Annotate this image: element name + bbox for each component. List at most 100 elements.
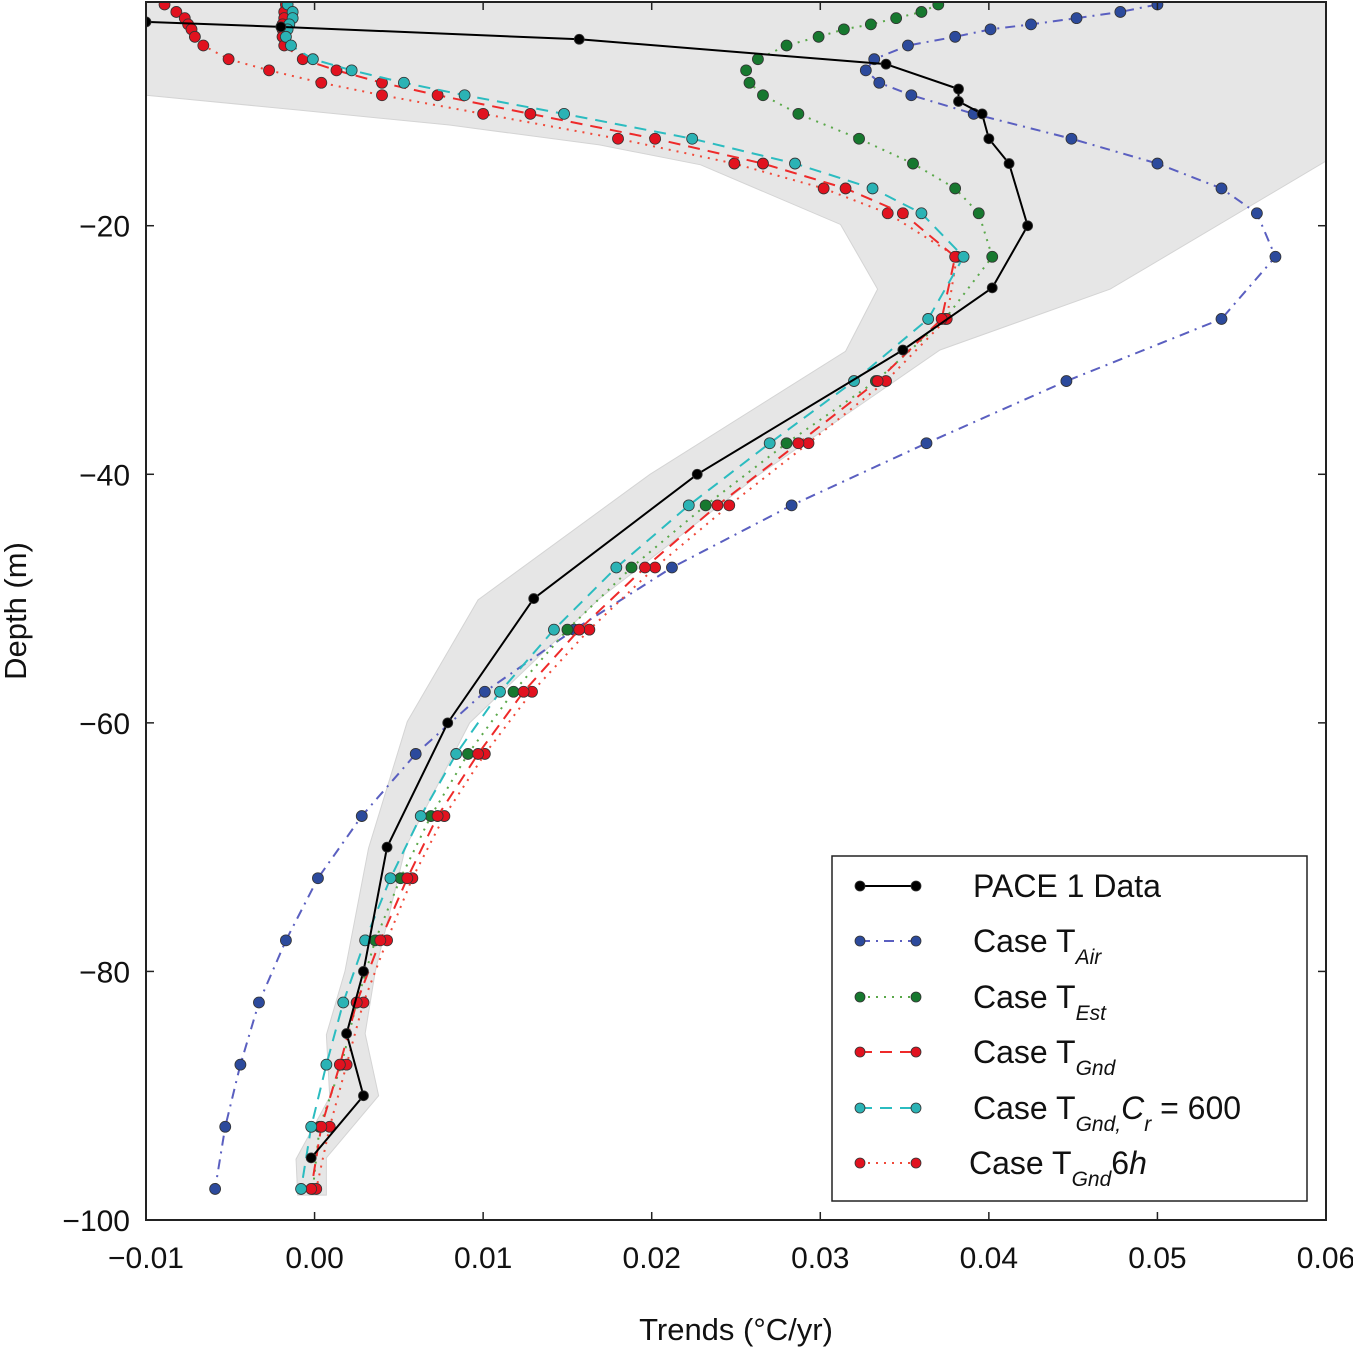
data-point [409, 748, 422, 760]
series-line [146, 20, 1029, 1159]
legend-label-part: Gnd [1072, 1168, 1113, 1191]
data-point [686, 132, 699, 145]
data-point [462, 748, 474, 760]
legend-label-part: C [1121, 1090, 1145, 1126]
data-point [789, 157, 801, 170]
data-point [305, 1152, 317, 1164]
data-point [682, 499, 695, 512]
x-tick-label: 0.06 [1297, 1242, 1353, 1275]
legend-label-part: = 600 [1151, 1090, 1241, 1126]
data-point [222, 53, 235, 66]
data-point [337, 996, 350, 1009]
data-point [312, 872, 324, 885]
data-point [524, 107, 537, 120]
series-line [214, 3, 1277, 1190]
data-point [384, 872, 397, 885]
data-point [275, 21, 287, 33]
data-point [612, 132, 624, 145]
data-point [1215, 182, 1228, 195]
data-point [949, 30, 962, 43]
legend-marker [854, 1102, 866, 1114]
data-point [817, 182, 830, 195]
data-point [358, 1090, 369, 1102]
plot-frame [145, 1, 1327, 1221]
data-point [1060, 375, 1073, 387]
data-point [711, 499, 724, 512]
data-point [146, 16, 152, 28]
data-point [494, 685, 506, 698]
legend-item: PACE 1 Data [854, 868, 1161, 904]
data-point [853, 132, 865, 145]
data-point [345, 64, 358, 77]
data-point [414, 810, 427, 822]
data-point [158, 2, 171, 11]
data-point [812, 30, 825, 43]
x-tick-label: 0.05 [1128, 1242, 1186, 1275]
data-point [802, 437, 815, 450]
series-0 [146, 16, 1034, 1164]
legend-label: Case TEst [973, 979, 1107, 1025]
data-point [868, 53, 881, 66]
series-1 [209, 2, 1282, 1195]
data-point [219, 1120, 232, 1133]
data-point [792, 107, 805, 120]
data-point [649, 132, 661, 145]
data-point [477, 107, 490, 120]
legend-marker [854, 1157, 866, 1169]
data-point [920, 437, 933, 450]
legend-item: Case TGnd [854, 1034, 1117, 1080]
data-point [780, 39, 793, 52]
data-point [763, 437, 776, 450]
data-point [871, 375, 884, 387]
series-5 [158, 2, 963, 1195]
data-point [478, 685, 491, 698]
data-point [305, 1183, 318, 1195]
y-axis-title: Depth (m) [0, 542, 33, 680]
data-point [723, 499, 736, 512]
data-point [1025, 18, 1037, 31]
data-point [752, 53, 764, 66]
data-point [548, 623, 560, 636]
data-point [1065, 132, 1078, 145]
legend-item: Case TGnd6h [854, 1145, 1147, 1191]
data-point [953, 96, 964, 107]
data-point [280, 30, 292, 43]
data-point [374, 934, 387, 947]
data-point [976, 108, 988, 120]
data-point [306, 53, 319, 66]
x-tick-label: 0.01 [454, 1242, 512, 1275]
data-point [330, 64, 343, 77]
legend-label: Case TGnd6h [969, 1145, 1147, 1191]
x-tick-label: 0.02 [623, 1242, 681, 1275]
legend-label-part: Gnd [1076, 1057, 1117, 1080]
data-point [666, 561, 678, 574]
data-point [1269, 250, 1282, 263]
data-point [983, 133, 995, 145]
legend-marker [854, 935, 866, 947]
series-3 [276, 2, 962, 1195]
legend-marker [910, 935, 922, 947]
data-point [728, 157, 741, 170]
data-point [949, 182, 962, 195]
data-point [341, 1028, 353, 1039]
data-point [915, 6, 928, 18]
data-point [431, 89, 444, 102]
data-point [305, 1120, 318, 1133]
data-point [280, 934, 292, 947]
data-point [972, 207, 985, 220]
legend-marker [910, 1102, 922, 1114]
data-point [986, 282, 998, 294]
legend-marker [910, 991, 922, 1003]
data-point [431, 810, 444, 822]
legend-frame [831, 855, 1308, 1202]
legend-label-part: Gnd, [1076, 1113, 1122, 1136]
data-point [1250, 207, 1263, 220]
x-tick-label: 0.00 [285, 1242, 343, 1275]
data-point [864, 18, 877, 31]
data-point [639, 561, 651, 574]
data-point [785, 499, 798, 512]
data-point [625, 561, 638, 574]
data-point [757, 89, 769, 102]
